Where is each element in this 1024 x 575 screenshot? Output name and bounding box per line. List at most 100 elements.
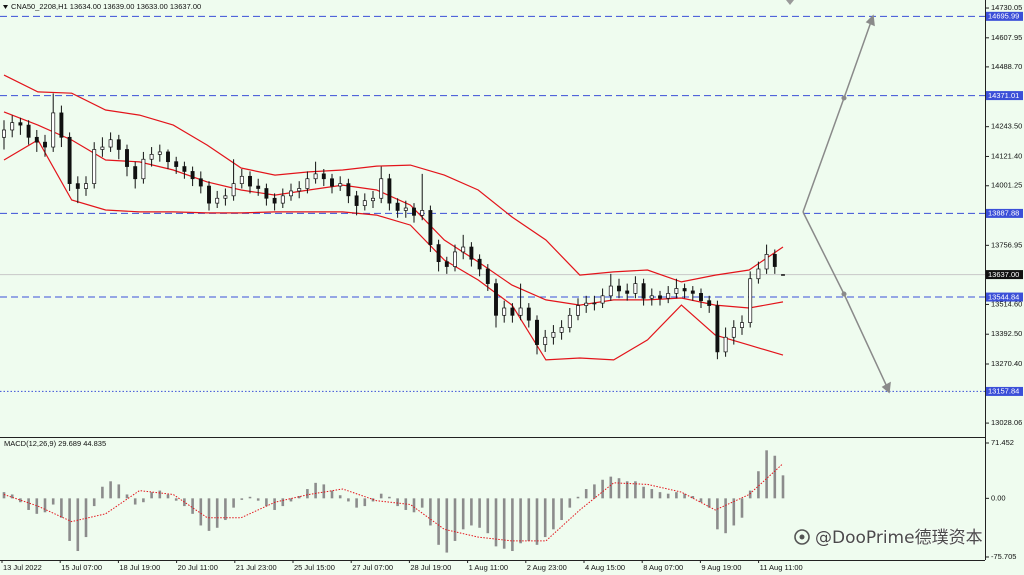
level-label: 14371.01 (988, 91, 1019, 100)
macd-bar (109, 481, 112, 499)
macd-bar (666, 493, 670, 499)
candle-body (682, 288, 687, 292)
candle-body (756, 268, 761, 280)
arrow-head (881, 381, 891, 394)
y-tick-label: 14488.70 (991, 62, 1022, 71)
candle-body (485, 268, 490, 284)
level-label: 13887.88 (988, 209, 1019, 218)
macd-bar (527, 498, 531, 541)
x-tick-label: 28 Jul 19:00 (410, 563, 451, 572)
macd-bar (609, 476, 613, 499)
candle-body (453, 251, 457, 267)
macd-bar (92, 498, 96, 507)
menu-marker (3, 5, 8, 9)
macd-bar (552, 498, 555, 530)
macd-bar (429, 498, 432, 526)
level-label: 13544.84 (988, 292, 1019, 301)
macd-bar (76, 498, 80, 552)
candle-body (59, 112, 64, 138)
y-tick-label: 14607.95 (991, 33, 1022, 42)
candle-body (781, 274, 785, 276)
x-tick-label: 21 Jul 23:00 (236, 563, 277, 572)
candle-body (125, 149, 129, 167)
macd-y-tick-label: 71.452 (991, 438, 1014, 447)
macd-bar (224, 498, 227, 521)
macd-bar (699, 498, 703, 503)
macd-bar (363, 498, 367, 507)
candle-body (600, 295, 605, 304)
candle-body (305, 178, 310, 189)
macd-bar (724, 498, 727, 534)
candle-body (338, 183, 343, 187)
macd-bar (781, 475, 785, 499)
macd-bar (133, 498, 137, 505)
macd-bar (388, 496, 391, 499)
watermark: @DooPrime德璞资本 (794, 528, 983, 548)
candle-body (576, 305, 580, 316)
candle-body (641, 283, 646, 299)
x-tick-label: 20 Jul 11:00 (178, 563, 218, 572)
candle-body (625, 290, 630, 294)
macd-bar (675, 492, 678, 499)
candle-body (207, 185, 211, 204)
macd-bar (740, 498, 744, 518)
candle-body (559, 327, 564, 333)
macd-bar (306, 489, 309, 499)
x-tick-label: 27 Jul 07:00 (352, 563, 393, 572)
candle-body (198, 178, 203, 187)
chart-title: CNA50_2208,H1 13634.00 13639.00 13633.00… (11, 2, 201, 11)
macd-bar (207, 498, 211, 531)
macd-bar (461, 498, 465, 530)
macd-bar (289, 498, 293, 502)
candle-body (461, 246, 466, 253)
candle-body (469, 246, 474, 260)
candle-body (535, 319, 539, 345)
macd-bar (84, 498, 88, 538)
macd-title: MACD(12,26,9) 29.689 44.835 (4, 439, 106, 448)
macd-bar (142, 498, 145, 503)
macd-bar (338, 495, 342, 499)
y-tick-label: 13756.95 (991, 240, 1022, 249)
candle-body (182, 166, 187, 172)
candle-body (444, 261, 449, 267)
candle-body (92, 149, 97, 184)
candle-body (412, 207, 416, 216)
macd-bar (773, 455, 777, 499)
candle-body (387, 178, 392, 204)
candle-body (10, 122, 15, 131)
candle-body (526, 307, 531, 321)
macd-bar (101, 486, 104, 499)
macd-bar (601, 479, 604, 499)
candle-body (18, 122, 23, 126)
macd-bar (297, 496, 301, 499)
candle-body (584, 302, 589, 306)
macd-bar (593, 484, 596, 499)
macd-y-tick-label: 0.00 (991, 493, 1006, 502)
x-tick-label: 4 Aug 15:00 (585, 563, 625, 572)
candle-body (2, 129, 6, 138)
x-tick-label: 1 Aug 11:00 (469, 563, 508, 572)
macd-bar (27, 498, 30, 510)
candle-body (666, 293, 671, 299)
macd-bar (568, 498, 572, 508)
candle-body (34, 136, 39, 143)
macd-bar (486, 498, 490, 534)
candle-body (223, 195, 228, 199)
macd-bar (543, 498, 547, 538)
watermark-logo (799, 534, 805, 540)
macd-bar (330, 490, 334, 499)
macd-bar (43, 498, 47, 513)
band-lower (3, 139, 784, 361)
candle-body (84, 183, 88, 189)
candle-body (51, 112, 56, 148)
candle-body (371, 197, 375, 202)
level-label-box (986, 91, 1023, 101)
candle-body (166, 151, 170, 163)
macd-bar (355, 498, 358, 508)
macd-bar (502, 498, 506, 549)
current-price-box (986, 270, 1023, 280)
candle-body (764, 253, 769, 270)
candle-body (108, 139, 113, 148)
macd-y-tick-label: -75.705 (991, 552, 1016, 561)
